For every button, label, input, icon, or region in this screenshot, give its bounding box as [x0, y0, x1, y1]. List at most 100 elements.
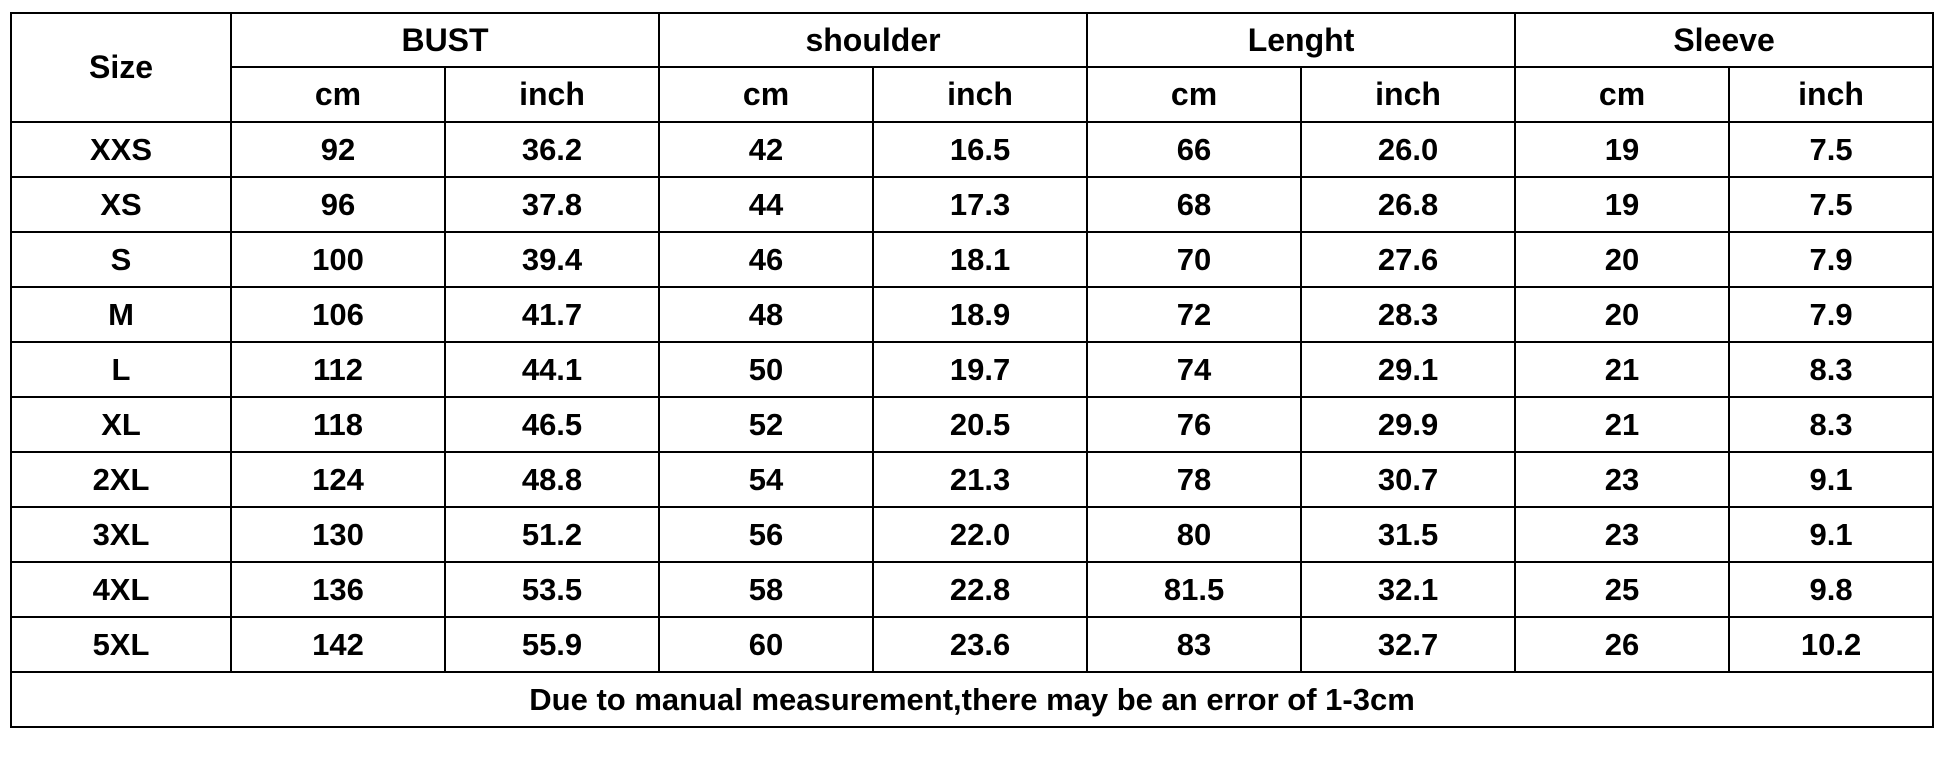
value-cell: 20: [1514, 286, 1731, 343]
value-cell: 7.5: [1728, 176, 1935, 233]
value-cell: 52: [658, 396, 875, 453]
value-cell: 31.5: [1300, 506, 1517, 563]
unit-header-bust-cm: cm: [230, 66, 446, 123]
value-cell: 29.1: [1300, 341, 1517, 398]
unit-header-sleeve-cm: cm: [1514, 66, 1731, 123]
value-cell: 70: [1086, 231, 1303, 288]
value-cell: 53.5: [443, 561, 661, 618]
unit-header-shoulder-inch: inch: [872, 66, 1089, 123]
table-row: XXS 92 36.2 42 16.5 66 26.0 19 7.5: [10, 121, 1935, 178]
value-cell: 9.1: [1728, 451, 1935, 508]
value-cell: 55.9: [443, 616, 661, 673]
value-cell: 44.1: [443, 341, 661, 398]
value-cell: 32.7: [1300, 616, 1517, 673]
value-cell: 51.2: [443, 506, 661, 563]
value-cell: 21.3: [872, 451, 1089, 508]
value-cell: 56: [658, 506, 875, 563]
value-cell: 44: [658, 176, 875, 233]
value-cell: 72: [1086, 286, 1303, 343]
value-cell: 76: [1086, 396, 1303, 453]
value-cell: 27.6: [1300, 231, 1517, 288]
value-cell: 118: [230, 396, 446, 453]
value-cell: 16.5: [872, 121, 1089, 178]
size-chart-table: Size BUST shoulder Lenght Sleeve cm inch…: [9, 12, 1935, 728]
value-cell: 19: [1514, 176, 1731, 233]
table-row: 5XL 142 55.9 60 23.6 83 32.7 26 10.2: [10, 616, 1935, 673]
value-cell: 29.9: [1300, 396, 1517, 453]
value-cell: 7.9: [1728, 286, 1935, 343]
value-cell: 100: [230, 231, 446, 288]
size-cell: 2XL: [10, 451, 232, 508]
value-cell: 19.7: [872, 341, 1089, 398]
value-cell: 136: [230, 561, 446, 618]
value-cell: 19: [1514, 121, 1731, 178]
value-cell: 23: [1514, 451, 1731, 508]
value-cell: 23: [1514, 506, 1731, 563]
table-row: M 106 41.7 48 18.9 72 28.3 20 7.9: [10, 286, 1935, 343]
value-cell: 83: [1086, 616, 1303, 673]
value-cell: 60: [658, 616, 875, 673]
value-cell: 23.6: [872, 616, 1089, 673]
size-cell: XL: [10, 396, 232, 453]
value-cell: 54: [658, 451, 875, 508]
value-cell: 17.3: [872, 176, 1089, 233]
value-cell: 142: [230, 616, 446, 673]
value-cell: 8.3: [1728, 341, 1935, 398]
value-cell: 20: [1514, 231, 1731, 288]
table-row: S 100 39.4 46 18.1 70 27.6 20 7.9: [10, 231, 1935, 288]
unit-header-bust-inch: inch: [443, 66, 661, 123]
value-cell: 26.8: [1300, 176, 1517, 233]
size-cell: 4XL: [10, 561, 232, 618]
value-cell: 7.9: [1728, 231, 1935, 288]
table-row: 3XL 130 51.2 56 22.0 80 31.5 23 9.1: [10, 506, 1935, 563]
table-row: 4XL 136 53.5 58 22.8 81.5 32.1 25 9.8: [10, 561, 1935, 618]
table-row: XL 118 46.5 52 20.5 76 29.9 21 8.3: [10, 396, 1935, 453]
group-header-shoulder: shoulder: [658, 12, 1089, 68]
size-cell: XS: [10, 176, 232, 233]
value-cell: 66: [1086, 121, 1303, 178]
value-cell: 41.7: [443, 286, 661, 343]
value-cell: 39.4: [443, 231, 661, 288]
value-cell: 78: [1086, 451, 1303, 508]
value-cell: 18.9: [872, 286, 1089, 343]
value-cell: 48.8: [443, 451, 661, 508]
table-row: 2XL 124 48.8 54 21.3 78 30.7 23 9.1: [10, 451, 1935, 508]
value-cell: 96: [230, 176, 446, 233]
value-cell: 37.8: [443, 176, 661, 233]
measurement-note: Due to manual measurement,there may be a…: [9, 671, 1935, 728]
unit-header-shoulder-cm: cm: [658, 66, 875, 123]
size-cell: XXS: [10, 121, 232, 178]
size-cell: M: [10, 286, 232, 343]
table-body: XXS 92 36.2 42 16.5 66 26.0 19 7.5 XS 96 37.8 44 17.3…: [10, 121, 1935, 673]
group-header-sleeve: Sleeve: [1514, 12, 1935, 68]
value-cell: 20.5: [872, 396, 1089, 453]
value-cell: 32.1: [1300, 561, 1517, 618]
note-row: Due to manual measurement,there may be a…: [9, 671, 1935, 728]
value-cell: 22.0: [872, 506, 1089, 563]
group-header-row: Size BUST shoulder Lenght Sleeve: [10, 12, 1935, 123]
value-cell: 42: [658, 121, 875, 178]
value-cell: 18.1: [872, 231, 1089, 288]
value-cell: 92: [230, 121, 446, 178]
size-cell: 3XL: [10, 506, 232, 563]
table-row: XS 96 37.8 44 17.3 68 26.8 19 7.5: [10, 176, 1935, 233]
value-cell: 8.3: [1728, 396, 1935, 453]
unit-header-length-cm: cm: [1086, 66, 1303, 123]
size-cell: S: [10, 231, 232, 288]
value-cell: 46.5: [443, 396, 661, 453]
value-cell: 21: [1514, 341, 1731, 398]
value-cell: 58: [658, 561, 875, 618]
unit-header-length-inch: inch: [1300, 66, 1517, 123]
size-cell: L: [10, 341, 232, 398]
value-cell: 68: [1086, 176, 1303, 233]
value-cell: 124: [230, 451, 446, 508]
value-cell: 9.1: [1728, 506, 1935, 563]
value-cell: 10.2: [1728, 616, 1935, 673]
value-cell: 28.3: [1300, 286, 1517, 343]
size-cell: 5XL: [10, 616, 232, 673]
table-row: L 112 44.1 50 19.7 74 29.1 21 8.3: [10, 341, 1935, 398]
value-cell: 130: [230, 506, 446, 563]
value-cell: 36.2: [443, 121, 661, 178]
value-cell: 9.8: [1728, 561, 1935, 618]
value-cell: 80: [1086, 506, 1303, 563]
